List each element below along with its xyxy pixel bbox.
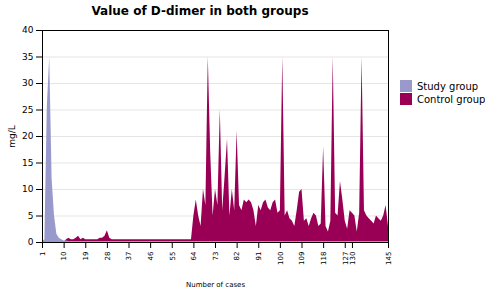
svg-text:130: 130 [349, 252, 357, 265]
svg-text:0: 0 [28, 237, 34, 247]
svg-text:64: 64 [190, 251, 198, 260]
html-text:Value of D-dimer in both group: Value of D-dimer in both groups [91, 4, 309, 18]
svg-text:145: 145 [385, 252, 393, 265]
svg-text:mg/L: mg/L [7, 125, 17, 148]
svg-text:109: 109 [298, 252, 306, 265]
svg-text:55: 55 [168, 252, 176, 261]
svg-text:28: 28 [104, 252, 112, 261]
svg-text:40: 40 [22, 25, 34, 35]
svg-text:46: 46 [147, 251, 155, 260]
svg-text:82: 82 [233, 252, 241, 261]
svg-text:10: 10 [22, 184, 34, 194]
svg-text:5: 5 [28, 211, 34, 221]
svg-text:Number of cases: Number of cases [186, 281, 245, 289]
svg-text:10: 10 [60, 252, 68, 261]
svg-text:30: 30 [22, 78, 34, 88]
svg-text:1: 1 [39, 252, 47, 256]
html-text:Study group: Study group [417, 80, 479, 92]
svg-text:37: 37 [125, 252, 133, 261]
svg-text:91: 91 [255, 252, 263, 261]
svg-text:73: 73 [212, 252, 220, 261]
svg-text:35: 35 [22, 52, 33, 62]
svg-text:19: 19 [82, 252, 90, 261]
svg-text:15: 15 [22, 158, 33, 168]
svg-text:127: 127 [341, 251, 350, 265]
svg-text:20: 20 [22, 131, 34, 141]
html-text:Control group: Control group [417, 93, 486, 105]
svg-text:118: 118 [320, 252, 328, 265]
svg-text:100: 100 [277, 252, 285, 265]
svg-text:25: 25 [22, 105, 33, 115]
